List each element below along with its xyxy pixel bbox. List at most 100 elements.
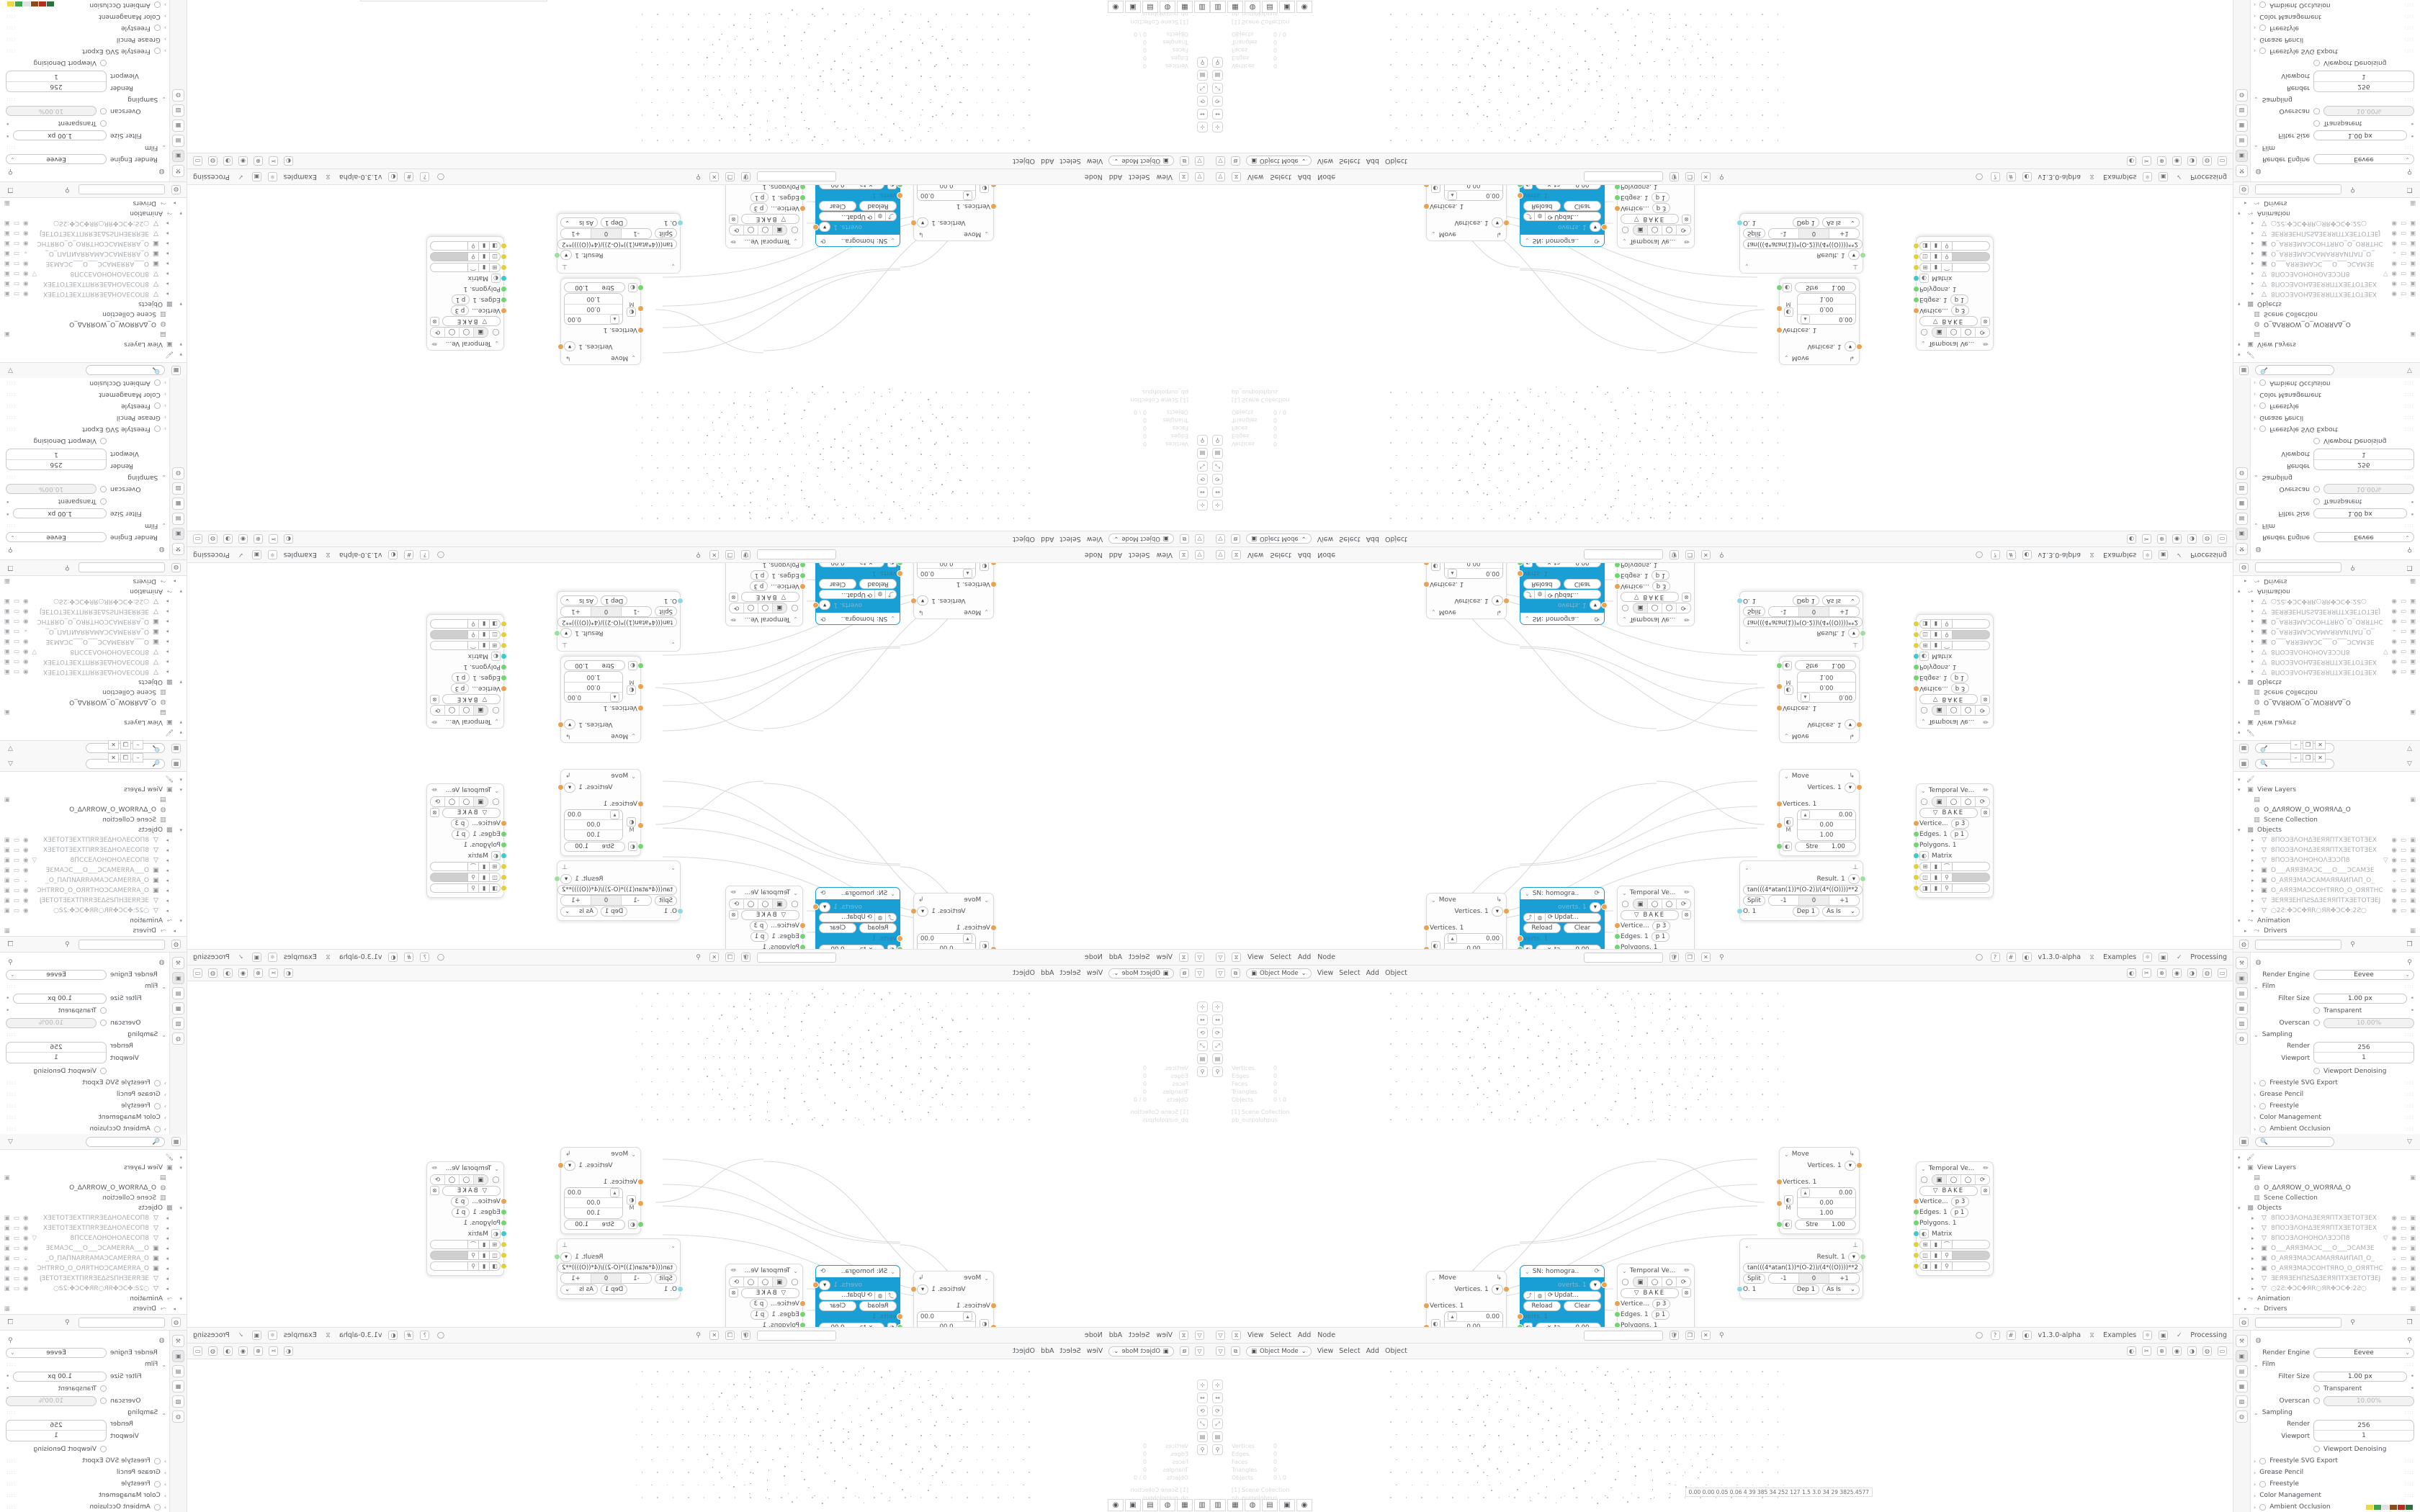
update-toggle[interactable]: ⟳	[1976, 797, 1989, 806]
filter-icon[interactable]: ▽	[1216, 156, 1225, 166]
filter-icon[interactable]: ▽	[1216, 172, 1225, 181]
node-search-field[interactable]	[757, 952, 837, 963]
chevron-down-icon[interactable]: ⌄	[1784, 354, 1789, 361]
node-update-row[interactable]: ⤴ ◍ ⟳ Updat...	[819, 912, 897, 922]
faces-toggle[interactable]: ◯	[1662, 603, 1677, 613]
checkbox[interactable]	[2259, 24, 2267, 32]
material-row-1[interactable]: ◫▮⚲	[430, 630, 501, 640]
shading-rendered-icon[interactable]: ◍	[2202, 534, 2212, 544]
socket-polygons-1[interactable]	[1913, 664, 1919, 670]
viewport-menu-object[interactable]: Object	[1013, 969, 1036, 977]
socket-value[interactable]: p 3	[1652, 920, 1671, 931]
sphere-icon[interactable]: ◐	[388, 550, 398, 559]
eye-icon[interactable]: ◉	[2391, 648, 2397, 656]
mode-select[interactable]: As Is ⌄	[1822, 906, 1860, 917]
properties-section-collapsed[interactable]: › Freestyle::::	[2254, 400, 2414, 412]
delete-icon[interactable]: ▦	[4, 199, 11, 207]
outliner-row-actions[interactable]: ▣	[4, 329, 10, 339]
twisty[interactable]: ▸	[2251, 271, 2254, 277]
outliner-row-actions[interactable]: ▣	[2410, 329, 2416, 339]
world-icon[interactable]: ◍	[875, 590, 886, 600]
node-viewer-upper[interactable]: ⌄ Temporal Ve... ✏ ◯ ▣ ◯ ◯ ⟳ ▽ BAKE ⊗ Vertice... p 3…	[426, 236, 507, 351]
node-search-field[interactable]	[757, 549, 837, 560]
vector-z[interactable]: 1.00	[1798, 294, 1855, 304]
twisty[interactable]: ▸	[2251, 240, 2254, 247]
property-row[interactable]: Filter Size 1.00 px •	[6, 508, 166, 520]
properties-tab-strip[interactable]: ⚒ ▣ ▤ ▦ ▨ ◍	[2233, 378, 2251, 559]
camera-icon[interactable]: ▣	[2409, 638, 2416, 646]
grid-icon[interactable]: ⊞	[1919, 862, 1930, 871]
import-icon[interactable]: ⤴	[886, 590, 897, 600]
socket-value[interactable]: p 1	[1950, 829, 1969, 840]
node-formula[interactable]: ⌄ ⊥ Result. 1 ▾ tan(((4*atan(1))*(O-2))/(4*(…	[554, 213, 684, 274]
examples-link[interactable]: Examples	[2103, 953, 2137, 961]
node-header[interactable]: ⌄ SN: homogra.. ⟳	[816, 613, 900, 624]
screen-icon[interactable]: ▭	[2400, 280, 2406, 288]
node-bake-row[interactable]: ▽ BAKE ⊗	[729, 214, 799, 225]
filter-icon[interactable]: ▽	[8, 366, 13, 374]
curve-icon[interactable]: ⚲	[468, 883, 479, 893]
socket-vertice-[interactable]	[501, 685, 507, 692]
screen-icon[interactable]: ▭	[14, 240, 20, 248]
property-row[interactable]: Transparent •	[6, 117, 166, 130]
node-header[interactable]: ⌄ Move ↳	[917, 606, 990, 616]
viewport-canvas[interactable]: ⊹ ↔ ⟳ ⤢ ▤ ⚲ Vertices 0 Edges 0 Faces 0 Triangles 0 Obj…	[187, 0, 1210, 153]
property-group-row[interactable]: Render Viewport 256 1	[2254, 447, 2414, 472]
mode-select[interactable]: As Is ⌄	[1822, 217, 1860, 228]
node-viewer-upper[interactable]: ⌄ Temporal Ve... ✏ ◯ ▣ ◯ ◯ ⟳ ▽ BAKE ⊗ Vertice... p 3…	[426, 614, 507, 729]
socket-material-2[interactable]	[1913, 885, 1919, 891]
socket-polygons-1[interactable]	[501, 286, 507, 292]
material-row-2[interactable]: ◨▮⚲	[430, 883, 501, 894]
node-formula[interactable]: ⌄ ⊥ Result. 1 ▾ tan(((4*atan(1))*(O-2))/(4*(…	[1736, 213, 1866, 274]
camera-icon[interactable]: ▣	[2409, 270, 2416, 278]
socket-vertice-[interactable]	[1913, 307, 1919, 314]
properties-tab-viewlayer-icon[interactable]: ▦	[172, 1002, 184, 1014]
outliner-row-actions[interactable]: ◉ ▭ ▣	[4, 218, 28, 228]
properties-section-collapsed[interactable]: › Freestyle SVG Export::::	[2254, 45, 2414, 57]
properties-tab-tool-icon[interactable]: ⚒	[2236, 543, 2248, 555]
properties-section-collapsed[interactable]: ›Ambient Occlusion::::	[6, 378, 166, 389]
close-icon[interactable]: ✕	[1700, 953, 1711, 962]
sphere-icon[interactable]: ◐	[1783, 685, 1793, 695]
outliner-row[interactable]: ▾ ▣ View Layers	[2238, 717, 2416, 727]
import-icon[interactable]: ⤴	[1523, 212, 1534, 222]
editor-type-icon[interactable]: ⧉	[1231, 968, 1240, 978]
node-buttons-row[interactable]: Reload Clear	[819, 579, 897, 590]
node-bake-row[interactable]: ▽ BAKE ⊗	[1621, 909, 1691, 920]
socket-verts-in[interactable]	[1517, 935, 1523, 942]
edges-toggle[interactable]: ◯	[1947, 706, 1961, 715]
property-group-row[interactable]: Render Viewport 256 1	[6, 1040, 166, 1065]
bake-button[interactable]: ▽ BAKE	[741, 592, 799, 603]
socket-value[interactable]: p 3	[450, 683, 470, 694]
import-icon[interactable]: ⤴	[1523, 912, 1534, 922]
node-header[interactable]: ⌄ Temporal Ve... ✏	[729, 888, 799, 899]
node-input-row[interactable]: verts. 1	[819, 190, 903, 201]
viewport-tool-4[interactable]: ▤	[1212, 1053, 1223, 1064]
camera-icon[interactable]: ▣	[2409, 708, 2416, 716]
outliner-row[interactable]: ▾ ⤳ Animation	[4, 916, 182, 926]
node-expression-row[interactable]: tan(((4*atan(1))*(O-2))/(4*((O))))**2	[557, 617, 677, 628]
socket-vertices-in[interactable]	[637, 801, 644, 807]
pencil-icon[interactable]: ✏	[1983, 787, 1989, 794]
grid-icon[interactable]: ⊞	[1919, 263, 1930, 272]
split-button[interactable]: Split	[655, 606, 677, 617]
vector-x[interactable]: ▴ 0.00	[1798, 314, 1855, 324]
screen-icon[interactable]: ▭	[14, 638, 20, 646]
outliner-row-actions[interactable]: ⌄ ▭ ▣	[2392, 626, 2416, 636]
faces-toggle[interactable]: ◯	[743, 603, 758, 613]
dropdown-button[interactable]: ▾	[917, 595, 929, 606]
chevron-down-icon[interactable]: ⌄	[1784, 732, 1789, 739]
outliner-row[interactable]: ▸ ▽ ƎEЯЯƎEHПƧЅΔƎEЯЯПTХƎETOTƎEJ ◉ ▭ ▣	[2238, 228, 2416, 238]
outliner-row[interactable]: ▥ Scene Collection	[2238, 687, 2416, 697]
lamp-icon[interactable]: ◯	[492, 798, 500, 806]
properties-section-collapsed[interactable]: › Freestyle SVG Export::::	[6, 1077, 166, 1089]
eye-icon[interactable]: ◉	[23, 608, 29, 616]
screen-icon[interactable]: ▭	[14, 280, 20, 288]
screen-icon[interactable]: ▭	[2400, 290, 2406, 298]
chevron-down-icon[interactable]: ⌄	[494, 787, 499, 794]
twisty[interactable]: ▸	[166, 281, 169, 287]
viewport-canvas[interactable]: ⊹ ↔ ⟳ ⤢ ▤ ⚲ Vertices 0 Edges 0 Faces 0 Triangles 0 Obj…	[1210, 0, 2233, 153]
node-split-row[interactable]: Split -1 0 +1	[560, 895, 677, 906]
